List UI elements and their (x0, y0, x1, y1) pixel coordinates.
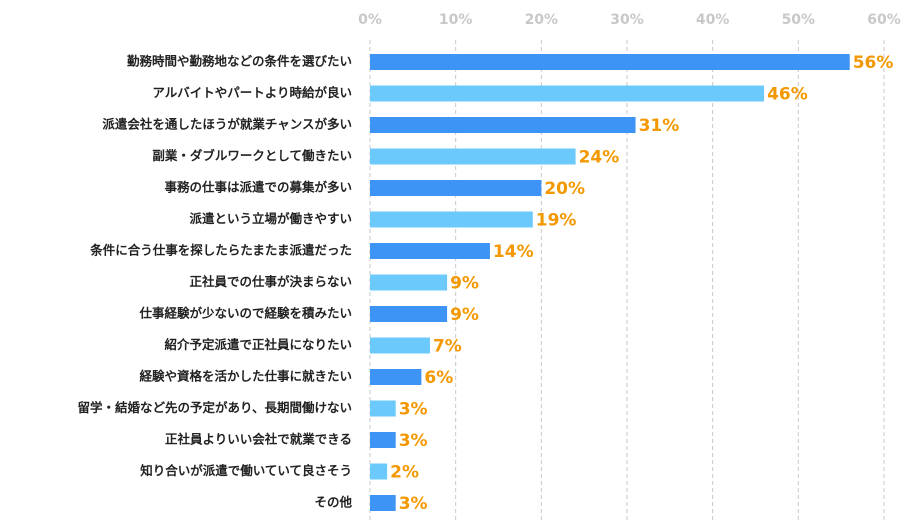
category-label: 事務の仕事は派遣での募集が多い (164, 180, 352, 195)
x-tick-label: 60% (867, 12, 901, 28)
category-label: アルバイトやパートより時給が良い (152, 85, 352, 100)
bar (370, 211, 533, 228)
x-tick-label: 50% (782, 12, 816, 28)
bar (370, 495, 396, 511)
value-label: 46% (767, 85, 808, 105)
value-label: 3% (399, 494, 428, 514)
value-label: 6% (424, 368, 453, 388)
x-tick-label: 40% (696, 12, 730, 28)
bar (370, 243, 490, 259)
bar (370, 306, 448, 322)
category-label: 勤務時間や勤務地などの条件を選びたい (127, 54, 352, 69)
bar (370, 274, 448, 291)
category-label: 正社員での仕事が決まらない (189, 274, 352, 289)
value-label: 24% (579, 148, 620, 168)
bar (370, 148, 576, 165)
value-label: 3% (399, 400, 428, 420)
x-tick-label: 30% (610, 12, 644, 28)
bar (370, 117, 636, 133)
category-label: その他 (314, 495, 352, 510)
value-label: 2% (390, 463, 419, 483)
bar (370, 180, 542, 196)
value-label: 31% (639, 116, 680, 136)
value-label: 19% (536, 211, 577, 231)
category-label: 派遣という立場が働きやすい (189, 211, 352, 226)
category-label: 正社員よりいい会社で就業できる (165, 432, 352, 447)
bar (370, 54, 850, 70)
category-label: 知り合いが派遣で働いていて良さそう (139, 463, 352, 478)
bar (370, 337, 430, 354)
category-label: 仕事経験が少ないので経験を積みたい (138, 306, 352, 321)
category-label: 留学・結婚など先の予定があり、長期間働けない (77, 400, 352, 415)
category-label: 経験や資格を活かした仕事に就きたい (139, 369, 352, 384)
bar (370, 463, 388, 480)
category-label: 紹介予定派遣で正社員になりたい (164, 337, 352, 352)
value-label: 9% (450, 274, 479, 294)
bar (370, 369, 422, 385)
value-label: 3% (399, 431, 428, 451)
x-tick-label: 20% (525, 12, 559, 28)
category-label: 条件に合う仕事を探したらたまたま派遣だった (89, 243, 352, 258)
category-label: 副業・ダブルワークとして働きたい (152, 148, 352, 163)
category-label: 派遣会社を通したほうが就業チャンスが多い (102, 117, 352, 132)
x-tick-label: 10% (439, 12, 473, 28)
value-label: 20% (544, 179, 585, 199)
x-tick-label: 0% (358, 12, 382, 28)
bar (370, 432, 396, 448)
bar (370, 85, 765, 102)
bar (370, 400, 396, 417)
value-label: 14% (493, 242, 534, 262)
value-label: 56% (853, 53, 894, 73)
value-label: 9% (450, 305, 479, 325)
value-label: 7% (433, 337, 462, 357)
